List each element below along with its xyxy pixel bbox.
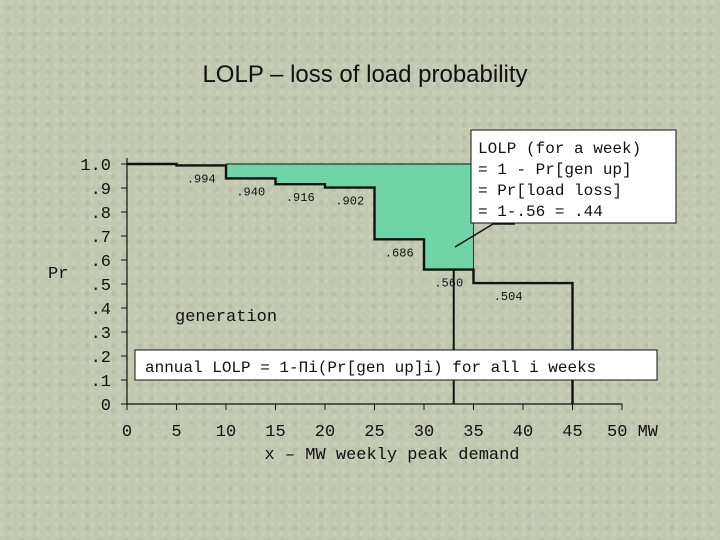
x-tick-label: 25 [364,423,384,442]
x-tick-label: 45 [562,423,582,442]
y-tick-label: .5 [91,277,111,296]
lolp-definition-line: = 1 - Pr[gen up] [478,161,632,179]
y-tick-label: .4 [91,301,111,320]
lolp-definition-line: LOLP (for a week) [478,140,641,158]
y-axis-label: Pr [48,265,68,284]
x-tick-label: 5 [171,423,181,442]
tick-label-layer: 1.0 .9 .8 .7 .6 .5 .4 .3 .2 .1 00 5 10 15 20 25 30 35 40 45… [80,157,658,442]
y-tick-label: .8 [91,205,111,224]
x-axis-label: x – MW weekly peak demand [264,446,519,465]
generation-step-line [127,162,574,404]
generation-label: generation [175,308,277,327]
step-value-label: .686 [385,246,414,260]
shaded-loss-region [225,163,474,270]
step-value-label: .560 [434,277,463,291]
x-tick-label: 35 [463,423,483,442]
x-tick-label: 50 MW [607,423,659,442]
lolp-definition-line: = 1-.56 = .44 [478,203,603,221]
shaded-region-layer [225,163,474,270]
step-value-label: .504 [494,290,523,304]
x-tick-label: 30 [414,423,434,442]
step-value-label: .940 [236,185,265,199]
step-value-label: .994 [187,172,216,186]
lolp-definition-line: = Pr[load loss] [478,182,622,200]
x-tick-label: 15 [265,423,285,442]
annual-lolp-formula: annual LOLP = 1-Πi(Pr[gen up]i) for all … [145,359,596,377]
x-tick-label: 10 [216,423,236,442]
axes-layer [121,158,623,410]
lolp-definition-box [470,129,677,224]
y-tick-label: .3 [91,325,111,344]
callout-pointer [454,223,515,248]
y-tick-label: .1 [91,373,111,392]
x-tick-label: 20 [315,423,335,442]
annual-lolp-box [134,349,658,381]
step-value-label: .916 [286,191,315,205]
y-tick-label: 0 [101,397,111,416]
y-tick-label: .6 [91,253,111,272]
x-tick-label: 40 [513,423,533,442]
step-value-label: .902 [335,195,364,209]
y-tick-label: .2 [91,349,111,368]
y-tick-label: .9 [91,181,111,200]
x-tick-label: 0 [122,423,132,442]
chart-title: LOLP – loss of load probability [202,61,527,88]
y-tick-label: 1.0 [80,157,111,176]
y-tick-label: .7 [91,229,111,248]
step-curve-layer [127,162,574,404]
annotation-layer: LOLP (for a week) = 1 - Pr[gen up] = Pr[lo… [134,129,677,381]
